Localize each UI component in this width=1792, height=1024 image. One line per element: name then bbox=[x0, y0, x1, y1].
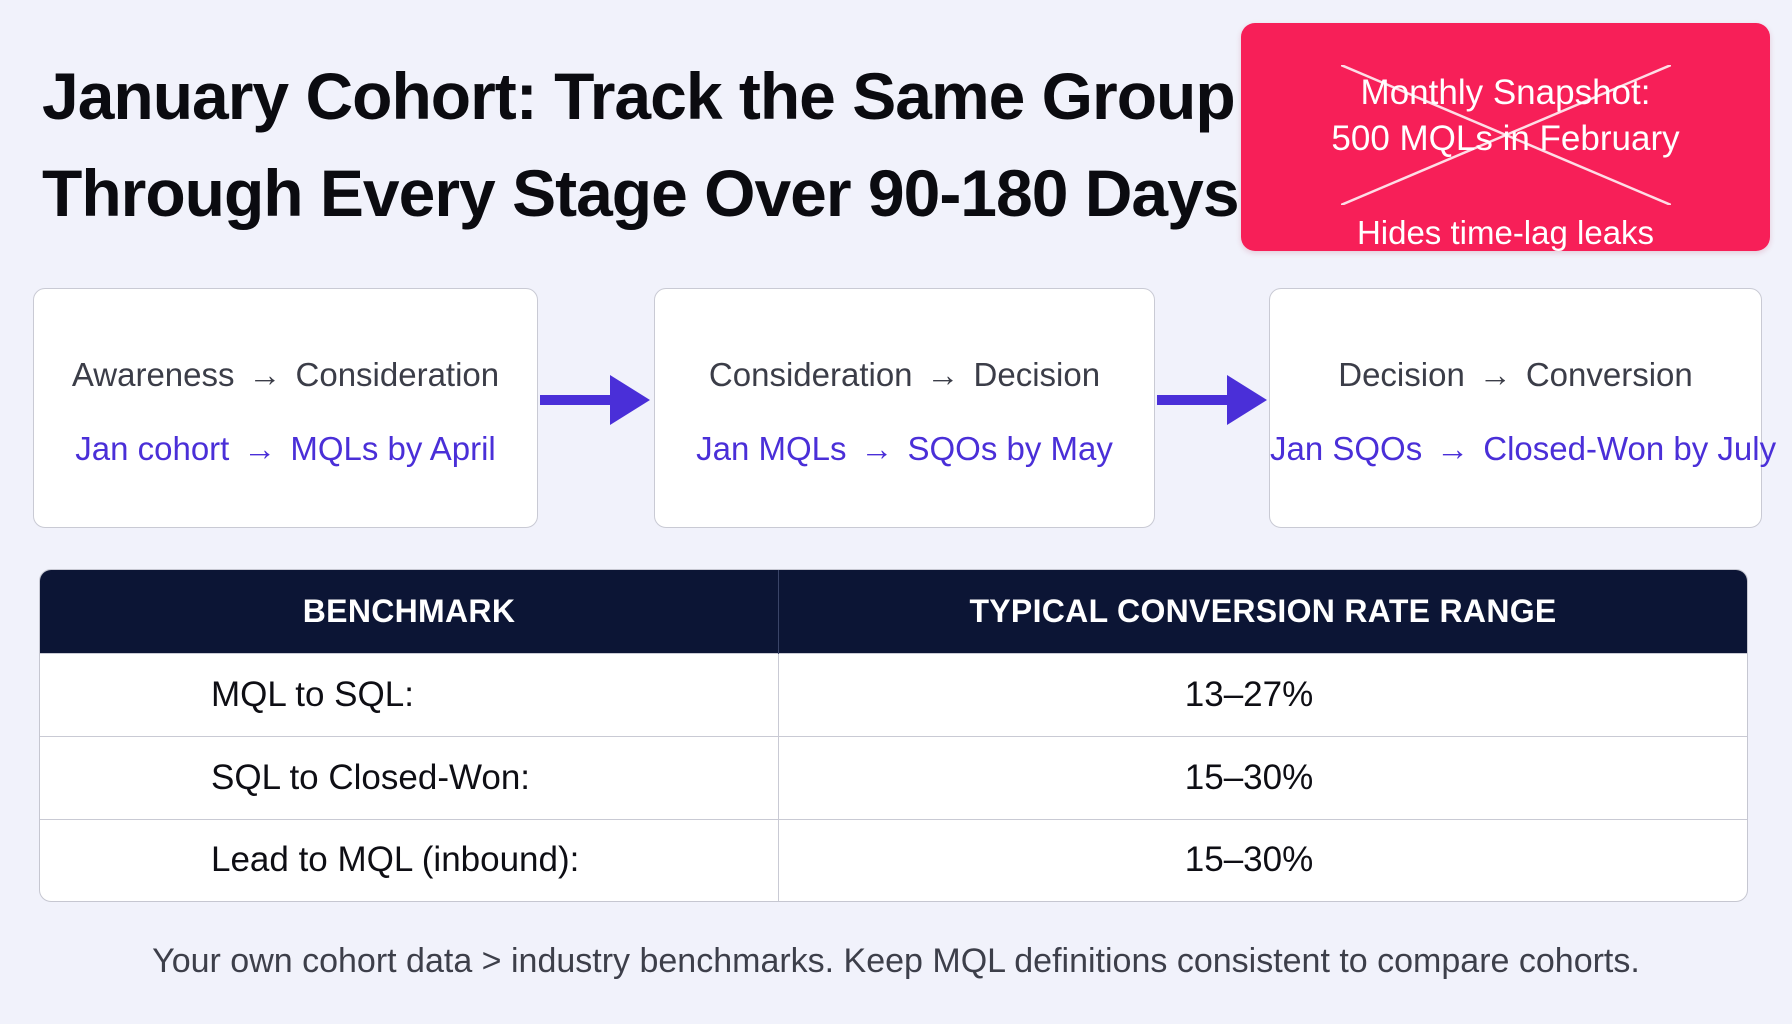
table-row: SQL to Closed-Won: 15–30% bbox=[40, 735, 1747, 820]
flow-arrow-icon bbox=[540, 375, 650, 425]
stage-to: Conversion bbox=[1525, 356, 1693, 393]
stage-card-awareness-consideration: Awareness → Consideration Jan cohort → MQLs … bbox=[33, 288, 538, 528]
stage-from: Decision bbox=[1338, 356, 1465, 393]
right-arrow-icon: → bbox=[243, 430, 277, 467]
stage-to: Consideration bbox=[295, 356, 500, 393]
stage-title: Awareness → Consideration bbox=[34, 355, 537, 395]
table-row: Lead to MQL (inbound): 15–30% bbox=[40, 818, 1747, 901]
stage-from: Awareness bbox=[71, 356, 235, 393]
stage-title: Decision → Conversion bbox=[1270, 355, 1761, 395]
right-arrow-icon: → bbox=[1436, 430, 1470, 467]
stage-to: Decision bbox=[973, 356, 1101, 393]
page-title: January Cohort: Track the Same Group Thr… bbox=[42, 48, 1240, 242]
benchmark-name: MQL to SQL: bbox=[40, 653, 779, 737]
table-row: MQL to SQL: 13–27% bbox=[40, 653, 1747, 737]
stage-card-consideration-decision: Consideration → Decision Jan MQLs → SQOs by … bbox=[654, 288, 1155, 528]
footnote: Your own cohort data > industry benchmar… bbox=[152, 942, 1640, 980]
table-header-row: BENCHMARK TYPICAL CONVERSION RATE RANGE bbox=[40, 570, 1747, 654]
right-arrow-icon: → bbox=[248, 356, 282, 393]
benchmark-rate: 15–30% bbox=[778, 818, 1747, 901]
snapshot-note: Hides time-lag leaks bbox=[1356, 214, 1655, 251]
right-arrow-icon: → bbox=[926, 356, 960, 393]
benchmark-table: BENCHMARK TYPICAL CONVERSION RATE RANGE … bbox=[39, 569, 1748, 902]
stage-detail: Jan cohort → MQLs by April bbox=[34, 429, 537, 469]
crossed-out-snapshot: Monthly Snapshot: 500 MQLs in February bbox=[1241, 57, 1770, 205]
detail-to: SQOs by May bbox=[907, 430, 1113, 467]
detail-to: Closed-Won by July bbox=[1483, 430, 1777, 467]
stage-card-decision-conversion: Decision → Conversion Jan SQOs → Closed-Won … bbox=[1269, 288, 1776, 528]
right-arrow-icon: → bbox=[860, 430, 894, 467]
stage-from: Consideration bbox=[708, 356, 913, 393]
benchmark-rate: 13–27% bbox=[778, 653, 1747, 737]
benchmark-rate: 15–30% bbox=[778, 735, 1747, 820]
flow-arrow-icon bbox=[1157, 375, 1267, 425]
right-arrow-icon: → bbox=[1478, 356, 1512, 393]
benchmark-name: Lead to MQL (inbound): bbox=[40, 818, 779, 901]
monthly-snapshot-card: Monthly Snapshot: 500 MQLs in February H… bbox=[1241, 23, 1770, 251]
stage-detail: Jan MQLs → SQOs by May bbox=[655, 429, 1154, 469]
detail-from: Jan MQLs bbox=[696, 430, 847, 467]
cross-out-icon bbox=[1341, 65, 1671, 205]
header-conversion-rate: TYPICAL CONVERSION RATE RANGE bbox=[778, 570, 1747, 654]
snapshot-line-2: 500 MQLs in February bbox=[1331, 119, 1680, 158]
detail-to: MQLs by April bbox=[290, 430, 496, 467]
stage-detail: Jan SQOs → Closed-Won by July bbox=[1270, 429, 1776, 469]
title-line-1: January Cohort: Track the Same Group bbox=[42, 59, 1236, 133]
header-benchmark: BENCHMARK bbox=[40, 570, 779, 654]
detail-from: Jan SQOs bbox=[1270, 430, 1423, 467]
benchmark-name: SQL to Closed-Won: bbox=[40, 735, 779, 820]
detail-from: Jan cohort bbox=[75, 430, 230, 467]
title-line-2: Through Every Stage Over 90-180 Days bbox=[42, 156, 1240, 230]
stage-title: Consideration → Decision bbox=[655, 355, 1154, 395]
